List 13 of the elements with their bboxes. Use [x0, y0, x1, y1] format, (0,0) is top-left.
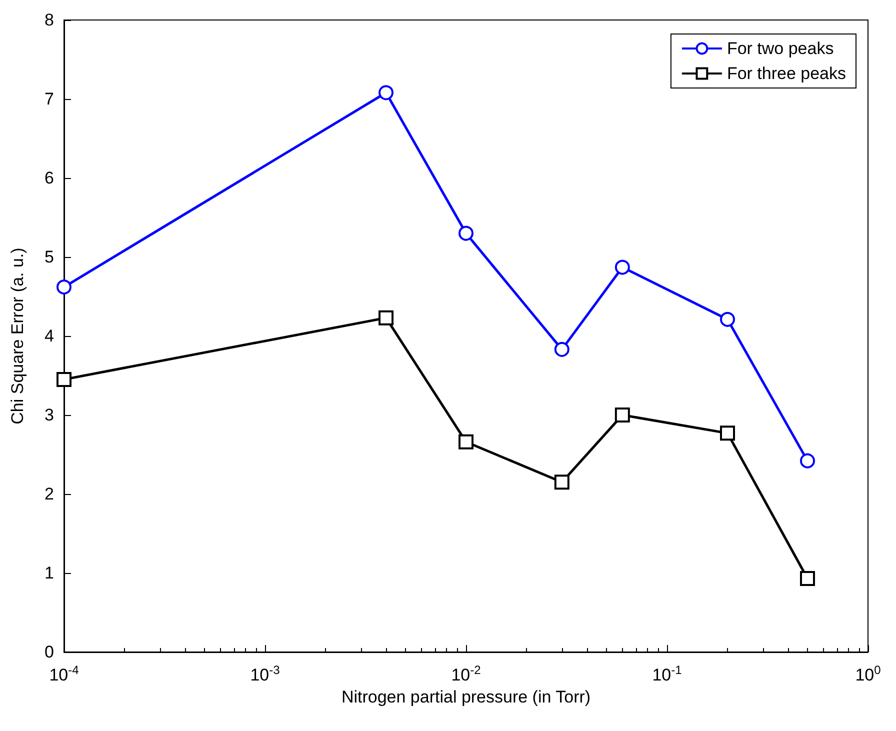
- y-tick-label: 7: [44, 90, 54, 108]
- y-tick-label: 0: [44, 642, 54, 662]
- x-axis-title: Nitrogen partial pressure (in Torr): [341, 687, 591, 706]
- legend-label: For two peaks: [726, 39, 834, 58]
- y-tick-label: 2: [44, 484, 54, 504]
- legend-label: For three peaks: [726, 64, 846, 83]
- y-tick-label: 6: [44, 168, 54, 188]
- y-tick-label: 5: [44, 248, 54, 266]
- y-tick-label: 1: [44, 564, 54, 582]
- y-tick-label: 8: [44, 10, 54, 30]
- y-tick-label: 3: [44, 406, 54, 424]
- y-axis-title: Chi Square Error (a. u.): [8, 248, 27, 424]
- y-tick-label: 4: [44, 326, 54, 346]
